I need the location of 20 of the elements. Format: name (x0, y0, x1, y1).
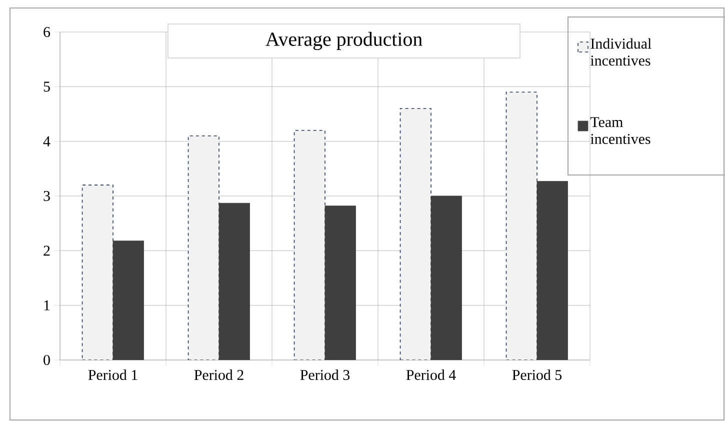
bar (506, 92, 538, 360)
y-tick-label: 6 (44, 26, 50, 38)
x-tick-label: Period 3 (300, 370, 350, 380)
x-tick-label: Period 4 (406, 370, 456, 380)
y-tick-label: 5 (44, 82, 50, 92)
bar (188, 135, 220, 360)
bar (400, 108, 432, 360)
bar (82, 184, 114, 360)
x-tick-label: Period 5 (512, 370, 562, 380)
y-tick-label: 3 (44, 190, 50, 202)
y-tick-label: 2 (44, 246, 50, 256)
x-tick-label: Period 2 (194, 370, 244, 380)
y-tick-label: 0 (44, 354, 50, 366)
legend-label: Team incentives (590, 117, 650, 144)
x-tick-label: Period 1 (88, 370, 138, 380)
y-tick-label: 1 (44, 300, 50, 310)
bar (294, 130, 326, 360)
text: Individual incentives (590, 38, 652, 66)
y-tick-label: 4 (43, 136, 50, 146)
chart-title: Average production (266, 32, 422, 50)
